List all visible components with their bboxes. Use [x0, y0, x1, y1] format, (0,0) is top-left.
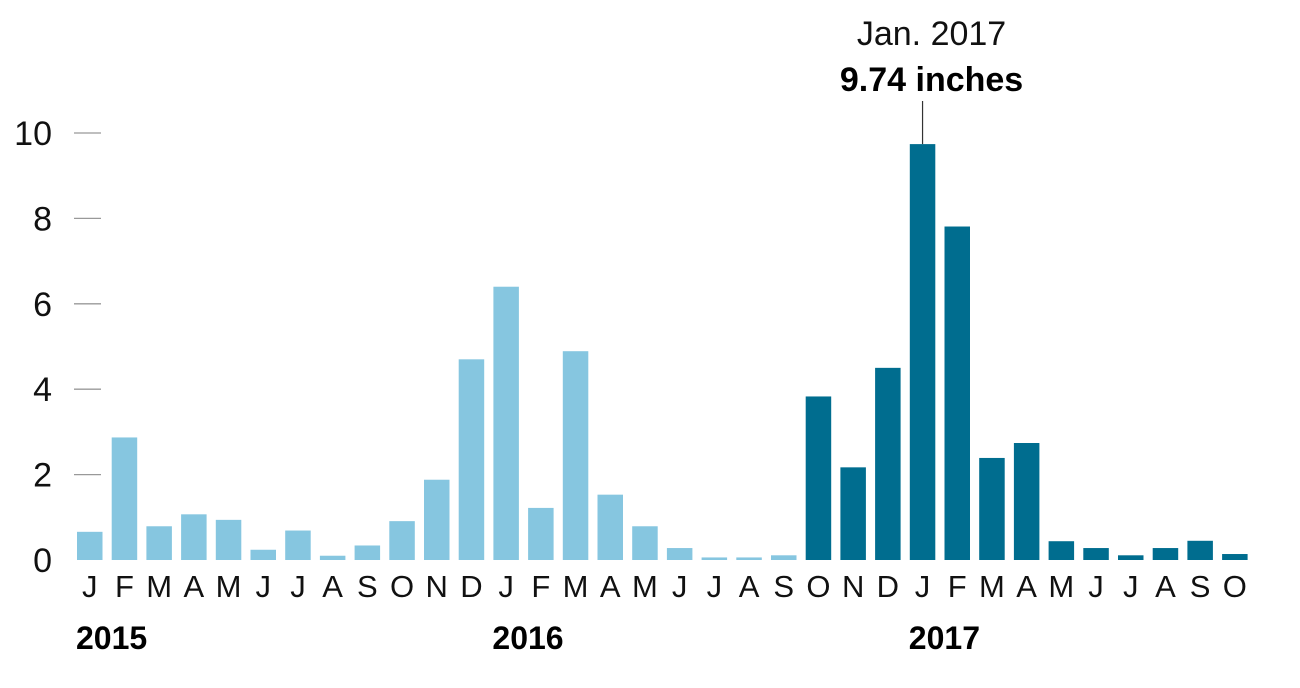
bar: [840, 467, 866, 560]
bar: [1013, 443, 1040, 560]
x-tick-label: J: [672, 569, 688, 604]
bar: [805, 396, 832, 560]
bar: [458, 359, 485, 560]
annotation-value: 9.74 inches: [840, 61, 1023, 99]
year-label: 2017: [909, 620, 980, 656]
y-tick-label: 4: [33, 371, 52, 409]
year-labels: 2015 2016 2017: [76, 620, 980, 656]
x-tick-label: J: [707, 569, 723, 604]
bar: [181, 514, 207, 560]
year-label: 2015: [76, 620, 147, 656]
y-tick-label: 0: [33, 542, 52, 580]
x-tick-label: F: [115, 569, 134, 604]
bar: [1048, 541, 1075, 560]
bar: [1118, 555, 1144, 560]
bar: [493, 286, 519, 560]
x-tick-label: O: [390, 569, 414, 604]
x-tick-label: O: [806, 569, 830, 604]
y-tick-label: 6: [33, 286, 52, 324]
x-tick-label: M: [563, 569, 589, 604]
y-tick-label: 10: [14, 115, 52, 153]
bar: [354, 545, 381, 560]
x-tick-label: D: [460, 569, 482, 604]
bar: [597, 494, 623, 560]
x-tick-label: A: [600, 569, 621, 604]
x-tick-label: F: [948, 569, 967, 604]
bar: [528, 507, 554, 560]
bar: [1187, 540, 1213, 560]
annotation-date: Jan. 2017: [857, 15, 1006, 53]
x-tick-label: M: [1048, 569, 1074, 604]
bar: [319, 555, 346, 560]
bar: [944, 226, 970, 560]
x-tick-label: J: [915, 569, 931, 604]
x-tick-label: M: [146, 569, 172, 604]
x-tick-label: N: [842, 569, 864, 604]
bar: [1222, 554, 1248, 560]
bar: [424, 479, 450, 560]
bar: [562, 351, 589, 560]
x-tick-label: S: [1190, 569, 1211, 604]
x-tick-label: N: [426, 569, 448, 604]
x-tick-label: M: [216, 569, 242, 604]
x-tick-label: J: [498, 569, 514, 604]
bar: [146, 526, 172, 560]
x-tick-label: A: [1155, 569, 1176, 604]
bar: [111, 437, 138, 560]
x-tick-label: A: [322, 569, 343, 604]
bar: [909, 144, 936, 561]
bars: [77, 144, 1248, 561]
bar: [736, 557, 762, 560]
bar: [666, 548, 693, 560]
bar: [701, 557, 728, 560]
x-tick-label: F: [531, 569, 550, 604]
bar: [1083, 548, 1109, 560]
bar: [875, 367, 901, 560]
bar: [771, 555, 797, 560]
bar: [632, 526, 658, 560]
x-tick-label: J: [256, 569, 272, 604]
bar: [215, 519, 242, 560]
y-tick-label: 8: [33, 200, 52, 238]
x-tick-label: O: [1223, 569, 1247, 604]
x-tick-label: J: [290, 569, 306, 604]
bar: [389, 521, 415, 560]
y-tick-label: 2: [33, 457, 52, 495]
x-tick-label: A: [1016, 569, 1037, 604]
x-tick-label: M: [979, 569, 1005, 604]
bar: [285, 530, 311, 560]
bar: [77, 531, 103, 560]
x-tick-label: S: [773, 569, 794, 604]
x-tick-label: J: [82, 569, 98, 604]
bar: [979, 457, 1005, 560]
x-tick-label: A: [739, 569, 760, 604]
x-tick-label: S: [357, 569, 378, 604]
x-tick-label: J: [1123, 569, 1139, 604]
x-tick-label: J: [1088, 569, 1104, 604]
x-tick-label: A: [184, 569, 205, 604]
year-label: 2016: [492, 620, 563, 656]
bar: [250, 549, 276, 560]
peak-annotation: Jan. 2017 9.74 inches: [840, 15, 1023, 145]
y-axis: 0 2 4 6 8 10: [14, 115, 101, 580]
bar: [1152, 548, 1179, 560]
x-tick-label: M: [632, 569, 658, 604]
x-tick-label: D: [877, 569, 899, 604]
